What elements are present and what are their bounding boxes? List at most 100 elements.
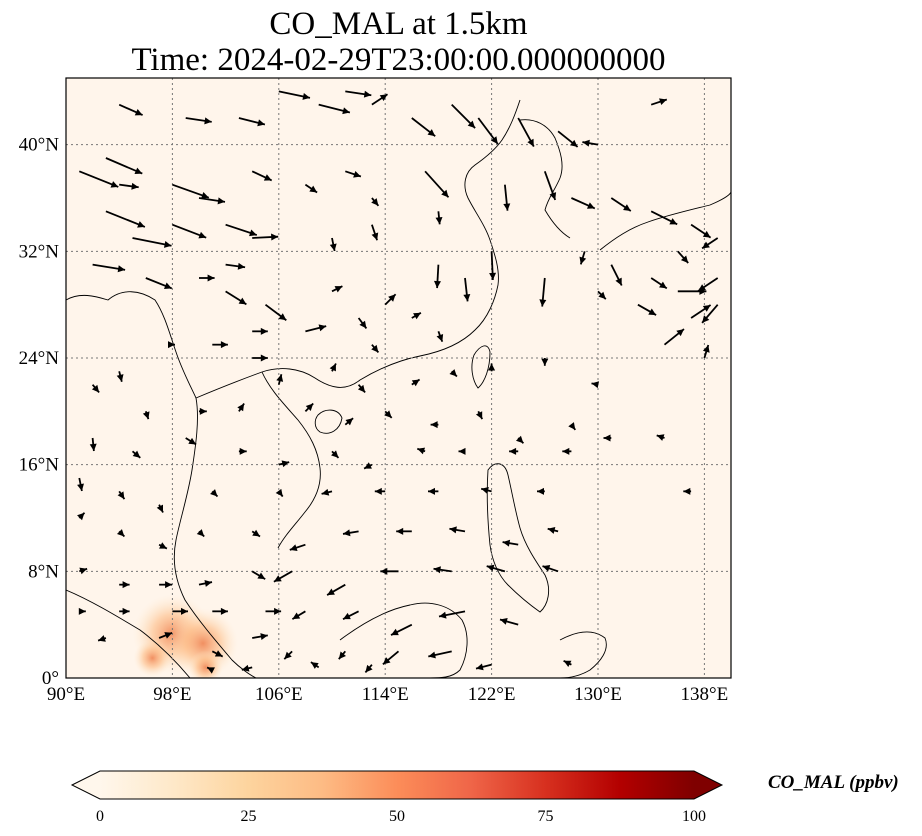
- wind-vector: [338, 650, 346, 660]
- wind-vector: [212, 341, 228, 349]
- wind-vector: [371, 197, 380, 207]
- wind-vector: [509, 447, 519, 455]
- wind-vector: [357, 384, 366, 394]
- wind-vector: [690, 223, 712, 239]
- wind-vector: [331, 450, 340, 459]
- colorbar-tick-label: 0: [96, 808, 104, 825]
- wind-vector: [331, 285, 343, 293]
- wind-vector: [488, 363, 496, 372]
- wind-vector: [683, 487, 692, 495]
- chart-title-line-1: CO_MAL at 1.5km: [269, 6, 528, 42]
- x-tick-label: 98°E: [153, 684, 191, 705]
- wind-vector: [547, 527, 559, 534]
- wind-vector: [252, 233, 279, 241]
- wind-vector: [321, 488, 333, 496]
- wind-vector: [145, 277, 173, 290]
- x-tick-label: 90°E: [47, 684, 85, 705]
- coastline-japan: [599, 191, 731, 251]
- y-tick-label: 32°N: [19, 241, 60, 262]
- y-tick-label: 8°N: [28, 561, 59, 582]
- wind-vector: [503, 184, 511, 211]
- wind-vector: [543, 171, 557, 201]
- wind-vector: [278, 460, 290, 468]
- coastline-sulawesi: [559, 631, 607, 678]
- colorbar-tick-label: 50: [389, 808, 405, 825]
- wind-vector: [486, 564, 506, 573]
- wind-vector: [568, 422, 577, 431]
- wind-vector: [158, 631, 173, 639]
- wind-vector: [438, 610, 466, 619]
- wind-vectors: [77, 90, 719, 674]
- wind-vector: [458, 447, 466, 455]
- x-tick-label: 122°E: [468, 684, 516, 705]
- wind-vector: [278, 90, 311, 100]
- wind-vector: [449, 526, 466, 534]
- wind-vector: [89, 437, 97, 452]
- gridlines: [66, 78, 731, 678]
- wind-vector: [199, 407, 207, 415]
- map-background: [66, 78, 731, 678]
- wind-vector: [396, 527, 412, 535]
- y-axis-tick-labels: 0° 8°N 16°N 24°N 32°N 40°N: [19, 135, 60, 689]
- wind-vector: [116, 371, 124, 382]
- wind-vector: [597, 290, 607, 300]
- x-tick-label: 114°E: [362, 684, 409, 705]
- wind-vector: [198, 197, 226, 205]
- hotspot-2: [133, 639, 172, 677]
- wind-vector: [364, 664, 373, 674]
- wind-vector: [168, 341, 175, 349]
- wind-vector: [310, 661, 320, 669]
- wind-vector: [371, 344, 380, 354]
- wind-vector: [265, 607, 282, 615]
- x-tick-label: 138°E: [681, 684, 729, 705]
- wind-vector: [225, 223, 258, 237]
- wind-vector: [411, 312, 422, 320]
- map-frame: [65, 77, 732, 679]
- wind-vector: [610, 264, 623, 286]
- wind-vector: [117, 490, 126, 500]
- wind-vector: [463, 277, 471, 302]
- wind-vector: [275, 488, 284, 498]
- wind-vector: [241, 664, 253, 672]
- colorbar-max-extend: [694, 771, 722, 799]
- wind-vector: [428, 650, 452, 659]
- wind-vector: [225, 290, 247, 306]
- wind-vector: [252, 633, 268, 641]
- y-tick-label: 0°: [42, 668, 59, 689]
- colorbar-tick-label: 100: [682, 808, 706, 825]
- wind-vector: [557, 130, 579, 148]
- wind-vector: [289, 543, 306, 551]
- wind-vector: [97, 635, 107, 642]
- y-tick-label: 16°N: [19, 455, 60, 476]
- wind-vector: [417, 447, 426, 455]
- wind-vector: [79, 567, 88, 575]
- colorbar-tick-labels: 0 25 50 75 100: [96, 808, 706, 825]
- wind-vector: [185, 437, 197, 446]
- wind-vector: [380, 567, 399, 575]
- wind-vector: [92, 263, 126, 273]
- wind-vector: [677, 250, 689, 264]
- x-tick-label: 130°E: [574, 684, 622, 705]
- wind-vector: [424, 170, 450, 198]
- wind-vector: [212, 607, 228, 615]
- wind-vector: [329, 363, 337, 372]
- wind-vector: [371, 93, 388, 106]
- wind-vector: [579, 251, 587, 265]
- wind-vector: [252, 327, 268, 335]
- wind-vector: [198, 580, 213, 587]
- wind-vector: [345, 90, 372, 98]
- colorbar-tick-label: 25: [241, 808, 257, 825]
- wind-vector: [477, 117, 499, 145]
- wind-vector: [78, 607, 86, 615]
- wind-vector: [562, 447, 572, 455]
- wind-vector: [116, 529, 126, 538]
- wind-vector: [329, 237, 337, 252]
- chart-title-line-2: Time: 2024-02-29T23:00:00.000000000: [131, 42, 666, 78]
- wind-vector: [305, 324, 327, 333]
- wind-vector: [225, 262, 246, 270]
- wind-vector: [326, 583, 346, 596]
- wind-vector: [542, 565, 559, 573]
- wind-vector: [105, 210, 146, 228]
- coastline-china-east: [195, 99, 521, 399]
- wind-vector: [342, 529, 359, 537]
